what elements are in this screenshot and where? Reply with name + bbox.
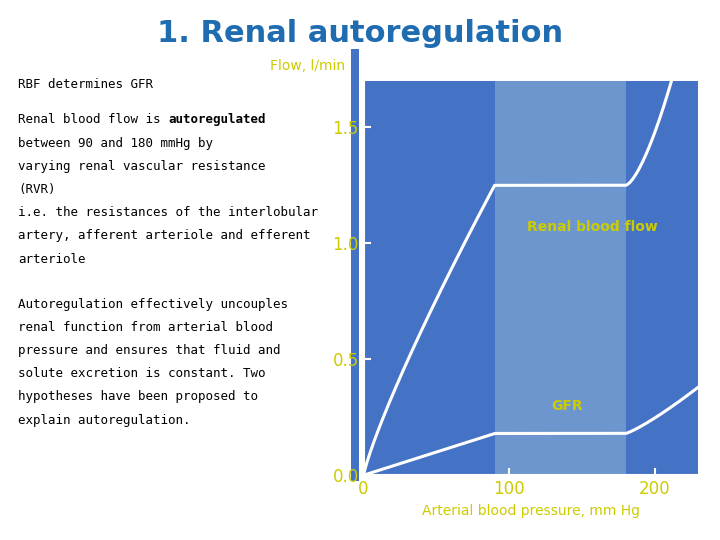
Text: GFR: GFR [552,399,583,413]
Text: explain autoregulation.: explain autoregulation. [18,414,191,427]
Text: hypotheses have been proposed to: hypotheses have been proposed to [18,390,258,403]
Text: between 90 and 180 mmHg by: between 90 and 180 mmHg by [18,137,213,150]
Text: artery, afferent arteriole and efferent: artery, afferent arteriole and efferent [18,230,310,242]
Text: i.e. the resistances of the interlobular: i.e. the resistances of the interlobular [18,206,318,219]
Text: 1. Renal autoregulation: 1. Renal autoregulation [157,19,563,48]
Text: varying renal vascular resistance: varying renal vascular resistance [18,160,266,173]
Text: Autoregulation effectively uncouples: Autoregulation effectively uncouples [18,298,288,310]
Text: arteriole: arteriole [18,253,86,266]
Text: Renal blood flow is: Renal blood flow is [18,113,168,126]
Text: Flow, l/min: Flow, l/min [270,59,345,73]
Bar [495,81,626,475]
Text: RBF determines GFR: RBF determines GFR [18,78,153,91]
X-axis label: Arterial blood pressure, mm Hg: Arterial blood pressure, mm Hg [422,504,640,518]
Text: Renal blood flow: Renal blood flow [527,220,657,234]
Text: autoregulated: autoregulated [168,113,266,126]
Text: pressure and ensures that fluid and: pressure and ensures that fluid and [18,344,281,357]
Text: solute excretion is constant. Two: solute excretion is constant. Two [18,367,266,380]
Text: (RVR): (RVR) [18,183,55,196]
Text: renal function from arterial blood: renal function from arterial blood [18,321,273,334]
